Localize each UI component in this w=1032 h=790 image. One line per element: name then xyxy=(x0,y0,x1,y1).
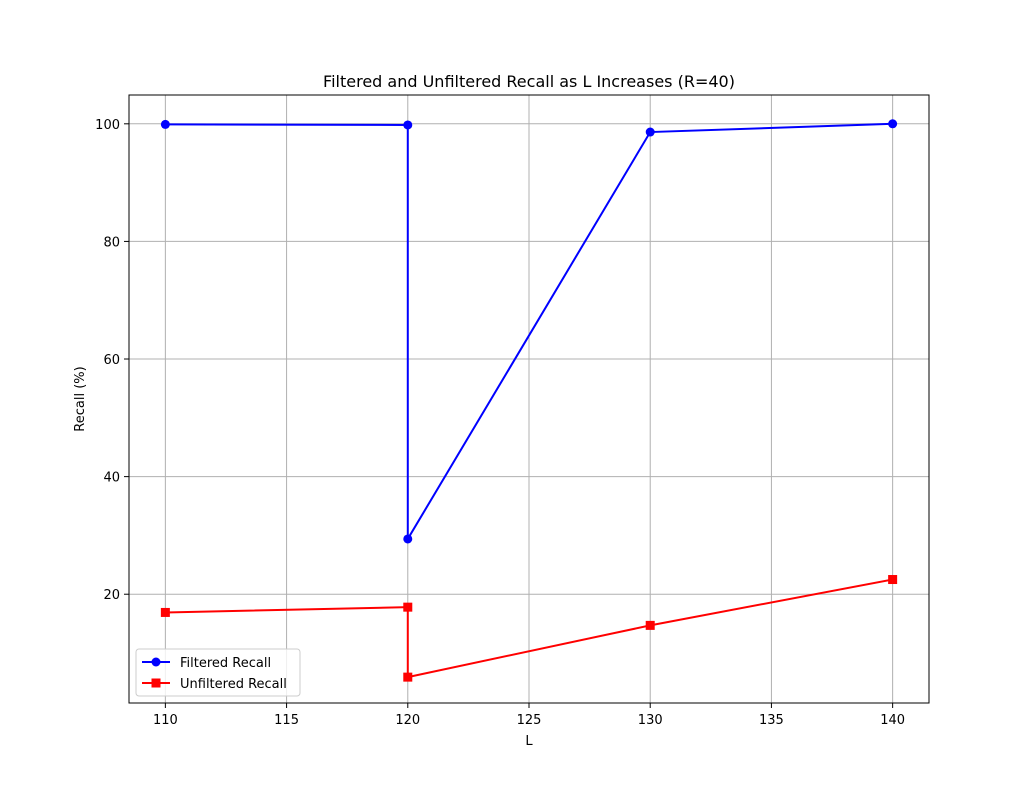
grid xyxy=(129,95,929,703)
x-tick-label: 120 xyxy=(395,713,420,728)
data-point xyxy=(160,607,170,617)
x-axis: 110 115 120 125 130 135 140 xyxy=(153,703,905,728)
legend-marker xyxy=(151,678,161,688)
y-axis-label: Recall (%) xyxy=(73,366,88,431)
legend-marker xyxy=(151,657,161,667)
legend-label: Filtered Recall xyxy=(180,656,271,671)
y-axis: 20 40 60 80 100 xyxy=(95,118,129,603)
legend-item: Unfiltered Recall xyxy=(142,677,287,692)
legend: Filtered Recall Unfiltered Recall xyxy=(135,648,301,697)
x-tick-label: 115 xyxy=(274,713,299,728)
y-tick-label: 20 xyxy=(103,588,120,603)
data-point xyxy=(888,575,898,585)
x-tick-label: 135 xyxy=(759,713,784,728)
series-0 xyxy=(160,119,898,544)
data-point xyxy=(403,120,413,130)
x-tick-label: 140 xyxy=(880,713,905,728)
legend-label: Unfiltered Recall xyxy=(180,677,287,692)
y-tick-label: 100 xyxy=(95,118,120,133)
y-tick-label: 40 xyxy=(103,471,120,486)
data-point xyxy=(403,534,413,544)
x-tick-label: 110 xyxy=(153,713,178,728)
data-point xyxy=(403,672,413,682)
series-layer xyxy=(160,119,898,682)
data-point xyxy=(160,119,170,129)
legend-item: Filtered Recall xyxy=(142,656,271,671)
series-1 xyxy=(160,575,898,682)
data-point xyxy=(645,127,655,137)
data-point xyxy=(888,119,898,129)
y-tick-label: 80 xyxy=(103,235,120,250)
legend-box xyxy=(135,648,301,697)
data-point xyxy=(403,602,413,612)
plot-area xyxy=(128,94,930,704)
chart-title: Filtered and Unfiltered Recall as L Incr… xyxy=(323,72,735,91)
x-tick-label: 130 xyxy=(638,713,663,728)
y-tick-label: 60 xyxy=(103,353,120,368)
data-point xyxy=(645,620,655,630)
x-axis-label: L xyxy=(525,734,533,749)
x-tick-label: 125 xyxy=(517,713,542,728)
